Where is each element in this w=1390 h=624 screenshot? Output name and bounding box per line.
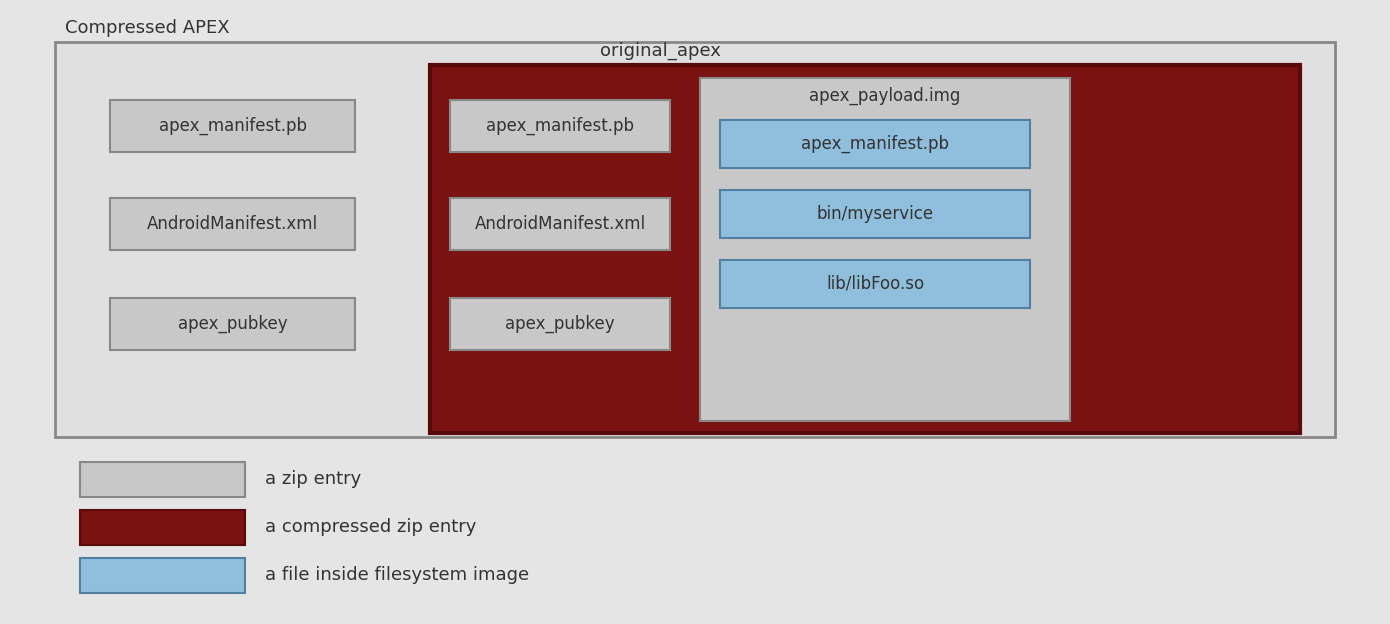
Bar bbox=[110, 198, 354, 250]
Text: apex_manifest.pb: apex_manifest.pb bbox=[158, 117, 307, 135]
Text: a file inside filesystem image: a file inside filesystem image bbox=[265, 567, 530, 585]
Bar bbox=[720, 190, 1030, 238]
Bar bbox=[450, 100, 670, 152]
Text: bin/myservice: bin/myservice bbox=[816, 205, 934, 223]
Text: apex_manifest.pb: apex_manifest.pb bbox=[801, 135, 949, 153]
Text: AndroidManifest.xml: AndroidManifest.xml bbox=[474, 215, 645, 233]
Text: apex_pubkey: apex_pubkey bbox=[178, 315, 288, 333]
Bar bbox=[81, 462, 245, 497]
Text: original_apex: original_apex bbox=[600, 42, 721, 60]
Bar bbox=[56, 42, 1334, 437]
Text: apex_pubkey: apex_pubkey bbox=[505, 315, 614, 333]
Text: apex_payload.img: apex_payload.img bbox=[809, 87, 960, 105]
Bar bbox=[701, 78, 1070, 421]
Bar bbox=[720, 260, 1030, 308]
Text: a compressed zip entry: a compressed zip entry bbox=[265, 519, 477, 537]
Bar bbox=[110, 298, 354, 350]
Bar bbox=[81, 510, 245, 545]
Bar bbox=[450, 298, 670, 350]
Text: a zip entry: a zip entry bbox=[265, 470, 361, 489]
Text: AndroidManifest.xml: AndroidManifest.xml bbox=[147, 215, 318, 233]
Bar bbox=[450, 198, 670, 250]
Text: lib/libFoo.so: lib/libFoo.so bbox=[826, 275, 924, 293]
Bar bbox=[110, 100, 354, 152]
Text: apex_manifest.pb: apex_manifest.pb bbox=[486, 117, 634, 135]
Bar bbox=[720, 120, 1030, 168]
Text: Compressed APEX: Compressed APEX bbox=[65, 19, 229, 37]
Bar bbox=[81, 558, 245, 593]
Bar bbox=[430, 65, 1300, 433]
